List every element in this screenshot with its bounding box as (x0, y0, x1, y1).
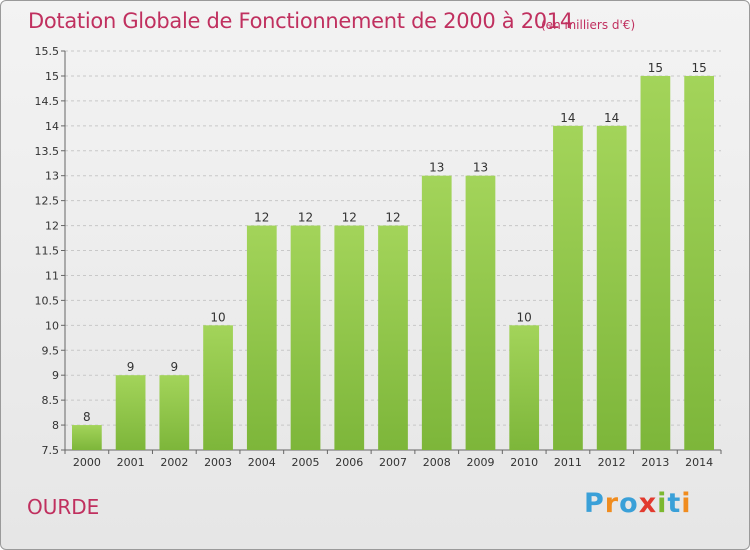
data-label-2008: 13 (429, 161, 444, 175)
x-tick-label: 2002 (160, 456, 188, 469)
x-tick-label: 2007 (379, 456, 407, 469)
bar-2012 (596, 125, 627, 450)
logo-letter: o (619, 488, 639, 519)
x-tick-label: 2014 (685, 456, 713, 469)
data-label-2011: 14 (560, 111, 575, 125)
bar-2004 (246, 225, 277, 450)
y-tick-label: 8 (52, 419, 59, 432)
y-tick-label: 8.5 (42, 394, 60, 407)
logo-letter: i (681, 488, 692, 519)
x-tick-label: 2013 (641, 456, 669, 469)
bar-2014 (684, 75, 715, 450)
x-tick-label: 2004 (248, 456, 276, 469)
data-label-2012: 14 (604, 111, 619, 125)
data-label-2006: 12 (342, 211, 357, 225)
logo-letter: P (584, 488, 605, 519)
logo-letter: x (638, 488, 658, 519)
proxiti-logo[interactable]: Proxiti (584, 488, 692, 519)
x-tick-label: 2011 (554, 456, 582, 469)
data-label-2014: 15 (691, 61, 706, 75)
logo-letter: r (604, 488, 620, 519)
bar-2006 (334, 225, 365, 450)
bar-2005 (290, 225, 321, 450)
bar-2011 (553, 125, 583, 450)
x-tick-label: 2010 (510, 456, 538, 469)
bar-2013 (640, 75, 671, 450)
logo-letter: t (667, 488, 682, 519)
bar-2003 (203, 325, 233, 450)
y-tick-label: 14 (45, 120, 59, 133)
y-tick-label: 10.5 (35, 294, 60, 307)
logo-letter: i (657, 488, 668, 519)
data-label-2009: 13 (473, 161, 488, 175)
bar-2008 (421, 175, 452, 450)
y-tick-label: 13.5 (35, 145, 60, 158)
y-tick-label: 12.5 (35, 195, 60, 208)
commune-name: OURDE (27, 495, 100, 519)
x-tick-label: 2000 (73, 456, 101, 469)
data-label-2007: 12 (385, 211, 400, 225)
x-tick-label: 2009 (466, 456, 494, 469)
data-label-2004: 12 (254, 211, 269, 225)
bar-2007 (378, 225, 408, 450)
data-label-2002: 9 (171, 360, 179, 374)
bar-2000 (71, 425, 102, 450)
x-tick-label: 2012 (598, 456, 626, 469)
chart-subtitle: (en milliers d'€) (541, 18, 636, 32)
bar-2010 (509, 325, 540, 450)
x-tick-label: 2006 (335, 456, 363, 469)
x-tick-label: 2008 (423, 456, 451, 469)
data-label-2013: 15 (648, 61, 663, 75)
bar-2002 (159, 375, 190, 450)
y-tick-label: 13 (45, 170, 59, 183)
data-label-2000: 8 (83, 410, 91, 424)
y-tick-label: 11 (45, 269, 59, 282)
y-tick-label: 15 (45, 70, 59, 83)
y-tick-label: 10 (45, 319, 59, 332)
y-tick-label: 15.5 (35, 45, 60, 58)
data-label-2010: 10 (517, 310, 532, 324)
y-tick-label: 7.5 (42, 444, 60, 457)
x-tick-label: 2005 (292, 456, 320, 469)
bar-2001 (115, 375, 146, 450)
data-label-2003: 10 (210, 310, 225, 324)
x-tick-label: 2001 (117, 456, 145, 469)
y-tick-label: 9 (52, 369, 59, 382)
y-tick-label: 9.5 (42, 344, 60, 357)
y-tick-label: 12 (45, 220, 59, 233)
x-tick-label: 2003 (204, 456, 232, 469)
chart-title: Dotation Globale de Fonctionnement de 20… (28, 9, 573, 33)
bar-2009 (465, 175, 496, 450)
y-tick-label: 11.5 (35, 245, 60, 258)
data-label-2005: 12 (298, 211, 313, 225)
data-label-2001: 9 (127, 360, 135, 374)
y-tick-label: 14.5 (35, 95, 60, 108)
